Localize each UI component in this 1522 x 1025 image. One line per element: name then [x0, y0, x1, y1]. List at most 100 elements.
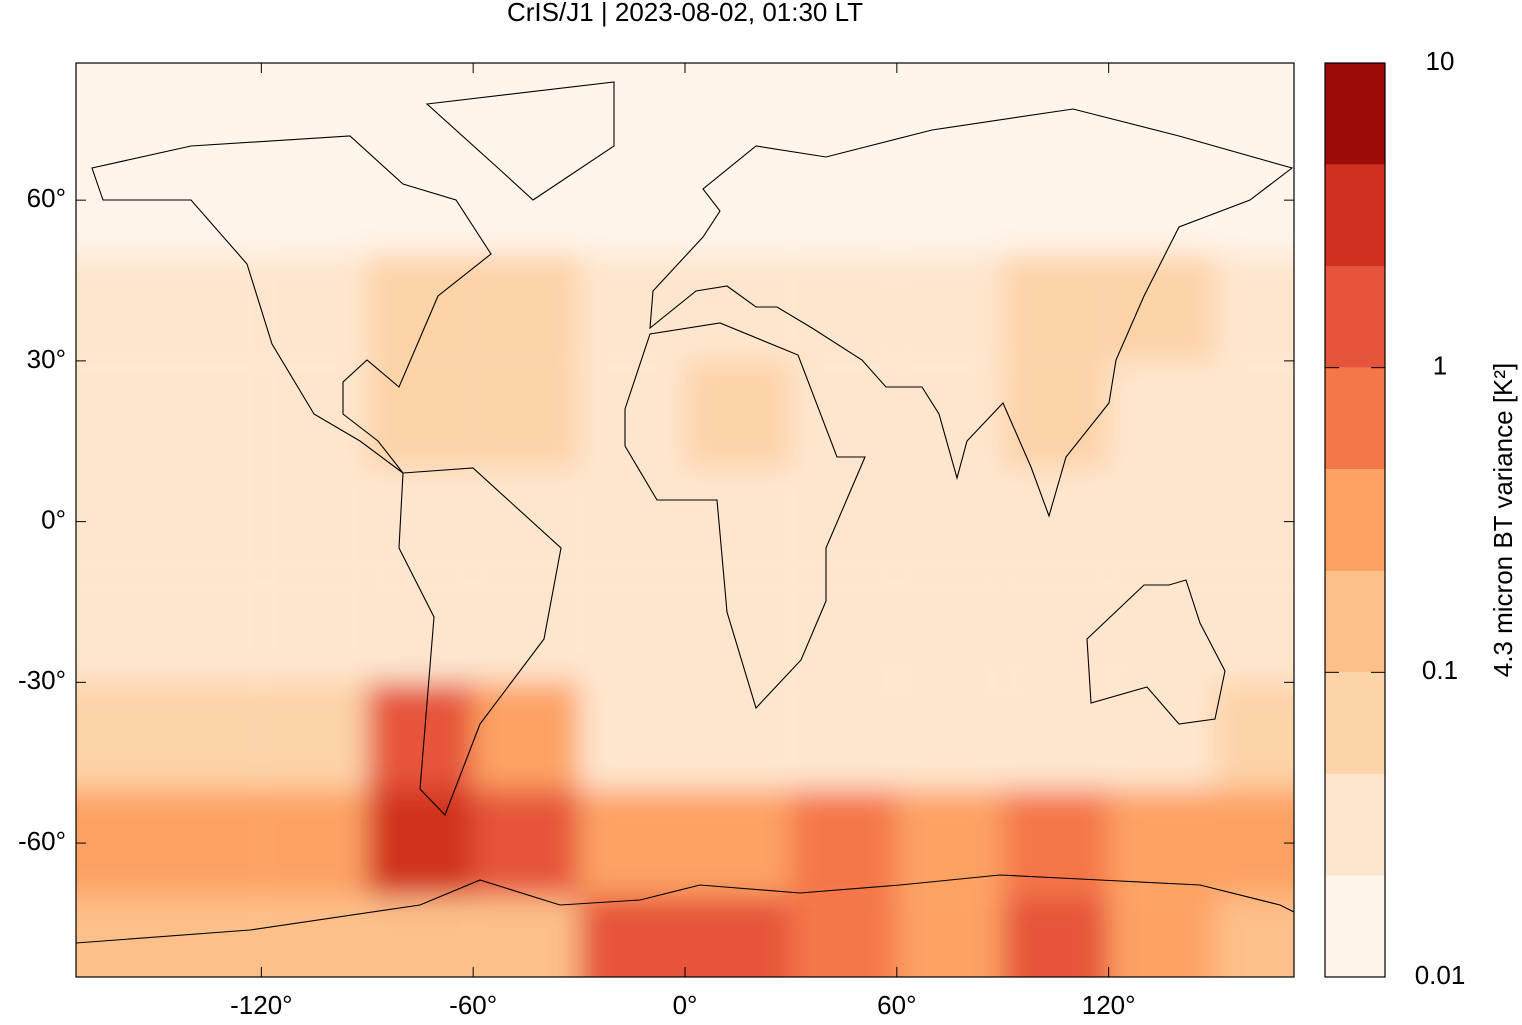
heatmap-cell [579, 253, 685, 361]
heatmap-cell [685, 682, 791, 790]
heatmap-cell [685, 575, 791, 683]
heatmap-cell [473, 468, 580, 576]
heatmap-cell [790, 896, 897, 977]
heatmap-cell [685, 360, 791, 469]
heatmap-cell [76, 360, 156, 469]
colorbar-band [1325, 875, 1385, 977]
heatmap-cell [685, 146, 791, 254]
heatmap-cell [1108, 468, 1215, 576]
heatmap-cell [155, 468, 262, 576]
x-tick-label: 120° [1082, 990, 1136, 1020]
heatmap-cell [896, 682, 1003, 790]
colorbar-label: 4.3 micron BT variance [K²] [1488, 363, 1518, 678]
heatmap-cell [1108, 146, 1215, 254]
heatmap-cell [896, 360, 1003, 469]
colorbar-tick-label: 0.1 [1422, 655, 1458, 685]
heatmap-cell [473, 146, 580, 254]
heatmap-cell [579, 789, 685, 897]
heatmap-cell [896, 896, 1003, 977]
y-tick-label: -60° [18, 826, 66, 856]
heatmap-cell [896, 575, 1003, 683]
heatmap-cell [790, 146, 897, 254]
heatmap-cell [579, 360, 685, 469]
colorbar: 0.01 0.1 1 10 [1324, 46, 1466, 990]
heatmap-cell [261, 63, 368, 147]
heatmap-cell [473, 253, 580, 361]
y-tick-label: -30° [18, 665, 66, 695]
heatmap-cell [579, 682, 685, 790]
heatmap-cell [367, 575, 474, 683]
heatmap-cell [473, 789, 580, 897]
heatmap-cell [1214, 253, 1294, 361]
x-tick-label: 60° [877, 990, 916, 1020]
colorbar-band [1325, 672, 1385, 774]
colorbar-band [1325, 266, 1385, 368]
heatmap-cell [579, 896, 685, 977]
heatmap-cell [1214, 575, 1294, 683]
heatmap-cell [896, 253, 1003, 361]
heatmap-cell [155, 896, 262, 977]
colorbar-tick-label: 10 [1426, 46, 1455, 76]
heatmap-cell [1002, 63, 1109, 147]
heatmap-cell [896, 468, 1003, 576]
colorbar-band [1325, 571, 1385, 673]
heatmap-cell [367, 360, 474, 469]
x-tick-label: -120° [230, 990, 292, 1020]
heatmap-cell [155, 253, 262, 361]
heatmap-cell [1214, 360, 1294, 469]
heatmap-cell [1214, 896, 1294, 977]
coastline [1086, 579, 1226, 725]
heatmap-cell [896, 63, 1003, 147]
colorbar-band [1325, 63, 1385, 165]
colorbar-frame [1324, 62, 1386, 978]
heatmap-cell [473, 63, 580, 147]
heatmap-cell [1214, 63, 1294, 147]
heatmap-cell [1002, 896, 1109, 977]
heatmap-cell [367, 253, 474, 361]
heatmap-cell [367, 63, 474, 147]
heatmap-cell [473, 896, 580, 977]
heatmap-cell [896, 789, 1003, 897]
heatmap-cell [367, 789, 474, 897]
heatmap-cell [367, 682, 474, 790]
colorbar-band [1325, 773, 1385, 876]
heatmap-cell [790, 468, 897, 576]
colorbar-band [1325, 164, 1385, 267]
heatmap-cell [76, 896, 156, 977]
coastline [624, 322, 866, 710]
heatmap-cell [261, 146, 368, 254]
colorbar-band [1325, 367, 1385, 470]
heatmap-cell [155, 63, 262, 147]
colorbar-band [1325, 469, 1385, 572]
y-tick-label: 30° [27, 344, 66, 374]
colorbar-tick-label: 0.01 [1415, 960, 1466, 990]
heatmap-cell [76, 789, 156, 897]
heatmap-cell [579, 63, 685, 147]
coastline [425, 81, 615, 201]
heatmap-cell [1002, 468, 1109, 576]
heatmap-cell [1108, 63, 1215, 147]
heatmap-cell [1002, 789, 1109, 897]
heatmap-cell [261, 468, 368, 576]
heatmap-cell [1108, 896, 1215, 977]
heatmap-cell [1002, 146, 1109, 254]
coastline [91, 135, 492, 474]
heatmap-cell [473, 575, 580, 683]
heatmap-cell [579, 468, 685, 576]
heatmap-cell [1108, 253, 1215, 361]
coastlines [76, 81, 1294, 944]
y-tick-label: 0° [41, 504, 66, 534]
heatmap-cell [76, 63, 156, 147]
coastline [76, 874, 1294, 944]
heatmap-cell [685, 63, 791, 147]
heatmap-cell [261, 682, 368, 790]
heatmap-cell [261, 575, 368, 683]
heatmap-cell [367, 146, 474, 254]
heatmap-cell [1002, 253, 1109, 361]
heatmap-cell [1002, 360, 1109, 469]
heatmap-cell [790, 789, 897, 897]
heatmap-cell [261, 253, 368, 361]
heatmap-cell [896, 146, 1003, 254]
heatmap-cell [76, 253, 156, 361]
heatmap-cell [473, 360, 580, 469]
